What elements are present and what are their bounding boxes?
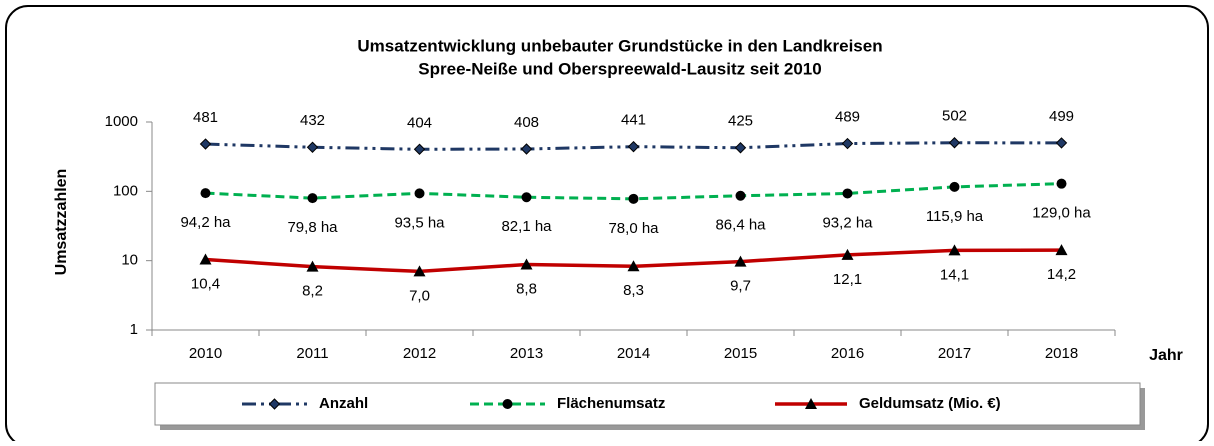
x-tick-label: 2011 bbox=[296, 345, 328, 362]
data-label: 425 bbox=[728, 113, 753, 130]
marker bbox=[306, 260, 319, 272]
data-label: 8,3 bbox=[623, 282, 644, 299]
marker bbox=[805, 398, 817, 409]
y-tick-label: 1000 bbox=[105, 113, 138, 130]
data-label: 502 bbox=[942, 108, 967, 125]
marker bbox=[1056, 178, 1067, 189]
x-axis-label: Jahr bbox=[1149, 347, 1183, 364]
legend bbox=[154, 382, 1141, 426]
marker bbox=[414, 188, 425, 199]
x-tick-label: 2016 bbox=[831, 345, 864, 362]
x-tick-label: 2018 bbox=[1045, 345, 1078, 362]
marker bbox=[199, 253, 212, 265]
data-label: 94,2 ha bbox=[180, 214, 231, 231]
marker bbox=[948, 137, 961, 149]
data-label: 93,2 ha bbox=[822, 214, 873, 231]
x-tick-label: 2012 bbox=[403, 345, 436, 362]
legend-label: Anzahl bbox=[319, 395, 368, 412]
data-label: 404 bbox=[407, 114, 432, 131]
chart-title: Umsatzentwicklung unbebauter Grundstücke… bbox=[357, 36, 882, 55]
data-label: 9,7 bbox=[730, 278, 751, 295]
marker bbox=[502, 399, 513, 409]
marker bbox=[1055, 137, 1068, 149]
x-tick-label: 2017 bbox=[938, 345, 971, 362]
legend-label: Geldumsatz (Mio. €) bbox=[859, 395, 1001, 412]
marker bbox=[735, 190, 746, 201]
data-label: 14,1 bbox=[940, 266, 969, 283]
x-tick-label: 2010 bbox=[189, 345, 222, 362]
marker bbox=[520, 258, 533, 270]
marker bbox=[949, 181, 960, 192]
y-tick-label: 10 bbox=[121, 252, 138, 269]
marker bbox=[268, 398, 281, 410]
data-label: 481 bbox=[193, 109, 218, 126]
marker bbox=[1055, 244, 1068, 256]
data-label: 408 bbox=[514, 114, 539, 131]
x-tick-label: 2014 bbox=[617, 345, 650, 362]
data-label: 79,8 ha bbox=[287, 219, 338, 236]
data-label: 129,0 ha bbox=[1032, 205, 1091, 222]
chart-frame bbox=[5, 5, 1209, 446]
data-label: 432 bbox=[300, 112, 325, 129]
marker bbox=[413, 143, 426, 155]
marker bbox=[734, 142, 747, 154]
marker bbox=[306, 141, 319, 153]
x-tick-label: 2013 bbox=[510, 345, 543, 362]
data-label: 82,1 ha bbox=[501, 218, 552, 235]
data-label: 115,9 ha bbox=[926, 208, 984, 225]
marker bbox=[627, 260, 640, 272]
marker bbox=[841, 248, 854, 260]
data-label: 441 bbox=[621, 112, 646, 129]
data-label: 12,1 bbox=[833, 271, 862, 288]
data-label: 86,4 ha bbox=[715, 217, 766, 234]
marker bbox=[199, 138, 212, 150]
marker bbox=[842, 188, 853, 199]
marker bbox=[841, 137, 854, 150]
marker bbox=[307, 193, 318, 204]
x-tick-label: 2015 bbox=[724, 345, 757, 362]
legend-label: Flächenumsatz bbox=[557, 395, 665, 412]
y-tick-label: 100 bbox=[113, 182, 138, 199]
data-label: 14,2 bbox=[1047, 266, 1076, 283]
data-label: 489 bbox=[835, 109, 860, 126]
marker bbox=[200, 188, 211, 199]
marker bbox=[734, 255, 747, 267]
data-label: 78,0 ha bbox=[608, 220, 659, 237]
marker bbox=[520, 143, 533, 155]
chart-title: Spree-Neiße und Oberspreewald-Lausitz se… bbox=[418, 59, 821, 78]
marker bbox=[948, 244, 961, 256]
data-label: 7,0 bbox=[409, 287, 430, 304]
data-label: 499 bbox=[1049, 108, 1074, 125]
y-tick-label: 1 bbox=[130, 321, 138, 338]
data-label: 8,2 bbox=[302, 283, 323, 300]
data-label: 10,4 bbox=[191, 275, 220, 292]
marker bbox=[627, 140, 640, 153]
marker bbox=[521, 192, 532, 203]
marker bbox=[413, 265, 426, 277]
marker bbox=[628, 193, 639, 204]
data-label: 93,5 ha bbox=[394, 214, 445, 231]
y-axis-label: Umsatzzahlen bbox=[53, 169, 70, 276]
data-label: 8,8 bbox=[516, 280, 537, 297]
